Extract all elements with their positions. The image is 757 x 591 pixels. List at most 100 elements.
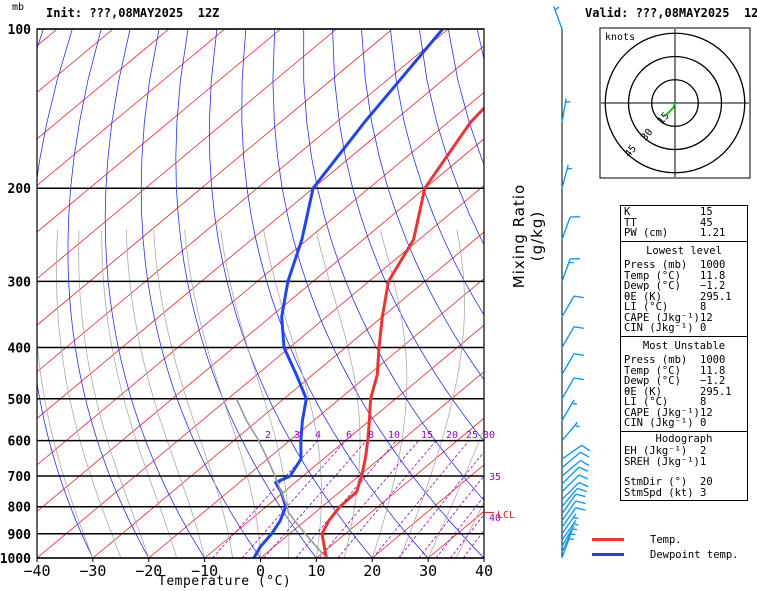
wind-barbs bbox=[553, 6, 591, 559]
stat-row: LI (°C) 8 bbox=[624, 396, 707, 408]
mixing-ratio-value-label: 15 bbox=[421, 430, 433, 441]
dry-adiabat-line bbox=[272, 29, 484, 558]
init-time-label: Init: ???,08MAY2025 12Z bbox=[46, 6, 220, 20]
moist-adiabat-line bbox=[184, 230, 261, 558]
dry-adiabat-line bbox=[208, 29, 373, 558]
stat-row-k: K 15 bbox=[624, 206, 713, 218]
wind-barb bbox=[561, 399, 578, 422]
stats-panel: K 15 TT 45 PW (cm) 1.21 Lowest level Press … bbox=[620, 205, 748, 501]
mixing-ratio-value-label: 4 bbox=[315, 430, 321, 441]
wind-barb bbox=[561, 98, 571, 123]
isotherm-line bbox=[37, 29, 170, 140]
isotherm-line bbox=[37, 29, 449, 373]
mixing-ratio-value-label: 30 bbox=[483, 430, 495, 441]
isotherm-line bbox=[204, 324, 484, 558]
dry-adiabat-line bbox=[241, 29, 429, 558]
dry-adiabat-line bbox=[419, 29, 484, 246]
wind-barb bbox=[561, 460, 590, 477]
isobar-lines bbox=[37, 28, 484, 559]
wind-barb bbox=[561, 487, 588, 508]
wind-barb bbox=[561, 535, 574, 559]
dry-adiabat-line bbox=[67, 29, 150, 558]
moist-adiabat-line bbox=[263, 230, 322, 558]
parcel-line bbox=[235, 398, 328, 558]
isotherm-line bbox=[92, 231, 484, 558]
wind-barb-staff bbox=[561, 164, 569, 189]
x-tick-label: 20 bbox=[363, 562, 381, 580]
isotherm-line bbox=[316, 417, 484, 558]
mixing-ratio-line bbox=[398, 451, 484, 558]
wind-barb-staff bbox=[561, 513, 577, 535]
wind-barb-staff bbox=[561, 377, 575, 400]
wind-barb bbox=[561, 520, 579, 541]
wind-barb-staff bbox=[561, 451, 581, 469]
y-tick-label: 100 bbox=[8, 23, 32, 38]
isotherm-line bbox=[260, 371, 484, 558]
dry-adiabat-line bbox=[37, 29, 94, 558]
moist-adiabat-line bbox=[220, 230, 290, 558]
wind-barb-flag bbox=[573, 295, 584, 299]
most-unstable-heading: Most Unstable bbox=[642, 339, 726, 352]
wind-barb bbox=[561, 164, 573, 189]
moist-adiabat-line bbox=[371, 229, 408, 558]
dewpoint-line bbox=[252, 29, 444, 558]
wind-barb-flag bbox=[577, 487, 588, 493]
pressure-unit-label: mb bbox=[12, 2, 25, 13]
wind-barb-staff bbox=[561, 520, 577, 541]
stat-row: SREH (Jkg⁻¹) 1 bbox=[624, 455, 707, 468]
wind-barb-flag bbox=[578, 481, 589, 488]
wind-barb-flag bbox=[573, 523, 579, 526]
stat-row: CAPE (Jkg⁻¹) 12 bbox=[624, 406, 713, 419]
mixing-ratio-line bbox=[263, 440, 367, 558]
mixing-ratio-line bbox=[241, 440, 347, 558]
x-tick-label: 40 bbox=[475, 562, 493, 580]
y-tick-label: 300 bbox=[8, 275, 32, 290]
y-tick-label: 200 bbox=[8, 182, 32, 197]
mixing-ratio-value-label: 2 bbox=[265, 430, 271, 441]
wind-barb-staff bbox=[561, 295, 575, 318]
isotherm-line bbox=[37, 91, 484, 466]
stat-row: Temp (°C) 11.8 bbox=[624, 269, 726, 282]
stat-row: Dewp (°C) −1.2 bbox=[624, 280, 726, 292]
lowest-level-heading: Lowest level bbox=[646, 244, 722, 257]
wind-barb-flag bbox=[575, 500, 586, 505]
y-tick-label: 600 bbox=[8, 435, 32, 450]
isotherm-line bbox=[37, 29, 226, 187]
stat-row: StmSpd (kt) 3 bbox=[624, 486, 707, 499]
wind-barb-staff bbox=[561, 493, 577, 515]
isotherm-line bbox=[371, 464, 484, 558]
mixing-ratio-value-label: 3 bbox=[294, 430, 300, 441]
moist-adiabat-line bbox=[101, 230, 178, 558]
wind-barb bbox=[561, 493, 586, 515]
stat-row: θE (K) 295.1 bbox=[624, 385, 732, 398]
moist-adiabat-line bbox=[37, 230, 94, 558]
indices-box: K 15 TT 45 PW (cm) 1.21 bbox=[620, 205, 748, 242]
isotherm-line bbox=[37, 45, 484, 419]
wind-barb-staff bbox=[561, 481, 580, 500]
lcl-label: LCL bbox=[497, 510, 515, 521]
profile-lines bbox=[235, 29, 484, 558]
wind-barb-flag bbox=[554, 6, 560, 11]
wind-barb-flag bbox=[573, 516, 579, 520]
moist-adiabat-line bbox=[399, 230, 466, 558]
stat-row: StmDir (°) 20 bbox=[624, 476, 713, 488]
plot-frame bbox=[36, 28, 485, 559]
wind-barb-flag bbox=[578, 466, 589, 472]
wind-barb-staff bbox=[561, 466, 580, 485]
wind-barb bbox=[561, 481, 589, 500]
wind-barb-flag bbox=[573, 377, 584, 381]
temperature-line bbox=[320, 106, 484, 558]
isotherm-line bbox=[37, 184, 484, 558]
wind-barb-flag bbox=[580, 451, 590, 458]
legend-swatch bbox=[592, 553, 624, 556]
hodograph-heading: Hodograph bbox=[655, 432, 713, 445]
mixing-ratio-value-label: 8 bbox=[368, 430, 374, 441]
wind-barb-flag bbox=[575, 493, 586, 498]
wind-barb-staff bbox=[561, 353, 575, 375]
stat-row: CIN (Jkg⁻¹) 0 bbox=[624, 322, 707, 334]
moist-adiabat-line bbox=[78, 230, 150, 558]
wind-barb-staff bbox=[561, 487, 578, 508]
moist-adiabat-line bbox=[56, 230, 122, 558]
